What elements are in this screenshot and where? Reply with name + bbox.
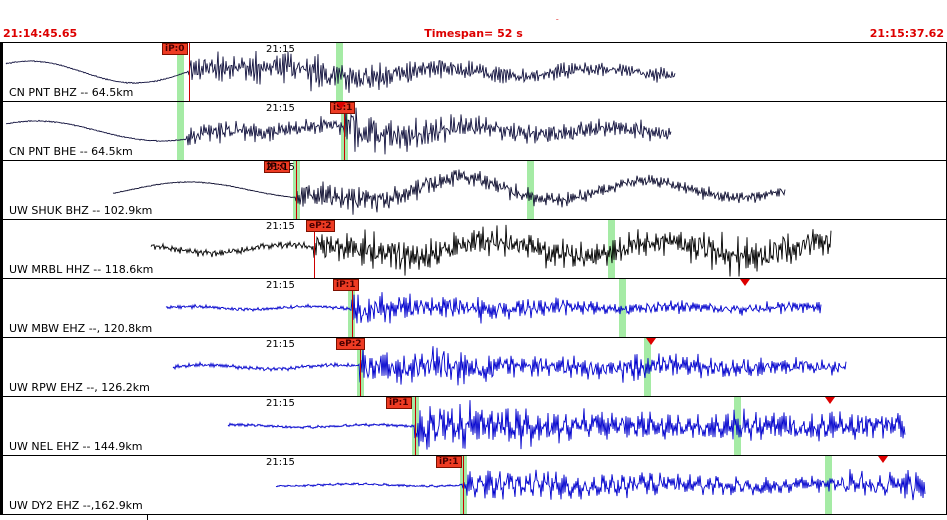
trace-time-label: 21:15 (266, 457, 295, 468)
arrival-window-marker (527, 161, 534, 219)
trace-row-mrbl-hhz[interactable]: 21:15 UW MRBL HHZ -- 118.6km eP:2 (3, 220, 946, 279)
trace-station-label: UW RPW EHZ --, 126.2km (9, 381, 150, 394)
marker-triangle (878, 456, 888, 463)
footer-strip (0, 515, 947, 520)
pick-time-line[interactable] (463, 456, 464, 514)
arrival-window-marker (608, 220, 615, 278)
event-summary-bar: 61223126 UW 2016-10-18 21:14:44.76 49.36… (0, 0, 947, 20)
trace-time-label: 21:15 (266, 162, 295, 173)
trace-station-label: UW MBW EHZ --, 120.8km (9, 322, 153, 335)
pick-time-line[interactable] (360, 338, 361, 396)
trace-station-label: UW MRBL HHZ -- 118.6km (9, 263, 154, 276)
trace-time-label: 21:15 (266, 339, 295, 350)
trace-area[interactable]: 21:15 CN PNT BHZ -- 64.5km iP:0 21:15 CN… (0, 42, 947, 515)
marker-triangle (825, 397, 835, 404)
trace-row-pnt-bhz[interactable]: 21:15 CN PNT BHZ -- 64.5km iP:0 (3, 43, 946, 102)
waveform[interactable] (3, 338, 946, 396)
window-start-time: 21:14:45.65 (3, 27, 78, 40)
trace-row-shuk-bhz[interactable]: 21:15 UW SHUK BHZ -- 102.9km iP:0 (3, 161, 946, 220)
event-summary-text: 61223126 UW 2016-10-18 21:14:44.76 49.36… (21, 17, 936, 20)
trace-time-label: 21:15 (266, 221, 295, 232)
waveform[interactable] (3, 43, 946, 101)
marker-triangle (646, 338, 656, 345)
pick-time-line[interactable] (296, 161, 297, 219)
pick-time-line[interactable] (189, 43, 190, 101)
trace-row-dy2-ehz[interactable]: 21:15 UW DY2 EHZ --,162.9km iP:1 (3, 456, 946, 515)
pick-flag[interactable]: iP:1 (333, 279, 359, 291)
waveform[interactable] (3, 397, 946, 455)
pick-flag[interactable]: iP:0 (264, 161, 290, 173)
marker-triangle (740, 279, 750, 286)
pick-flag[interactable]: eP:2 (336, 338, 365, 350)
pick-flag[interactable]: eP:2 (306, 220, 335, 232)
time-axis-bar: 21:14:45.65 Timespan= 52 s 21:15:37.62 (0, 20, 947, 42)
trace-row-rpw-ehz[interactable]: 21:15 UW RPW EHZ --, 126.2km eP:2 (3, 338, 946, 397)
trace-station-label: UW NEL EHZ -- 144.9km (9, 440, 143, 453)
arrival-window-marker (177, 102, 184, 160)
footer-tick (147, 515, 148, 520)
trace-station-label: CN PNT BHE -- 64.5km (9, 145, 133, 158)
trace-station-label: CN PNT BHZ -- 64.5km (9, 86, 134, 99)
trace-time-label: 21:15 (266, 280, 295, 291)
waveform[interactable] (3, 161, 946, 219)
trace-row-nel-ehz[interactable]: 21:15 UW NEL EHZ -- 144.9km iP:1 (3, 397, 946, 456)
pick-time-line[interactable] (314, 220, 315, 278)
pick-time-line[interactable] (415, 397, 416, 455)
waveform[interactable] (3, 279, 946, 337)
trace-time-label: 21:15 (266, 103, 295, 114)
arrival-window-marker (177, 43, 184, 101)
waveform[interactable] (3, 456, 946, 514)
trace-row-mbw-ehz[interactable]: 21:15 UW MBW EHZ --, 120.8km iP:1 (3, 279, 946, 338)
pick-time-line[interactable] (344, 102, 345, 160)
pick-time-line[interactable] (352, 279, 353, 337)
trace-row-pnt-bhe[interactable]: 21:15 CN PNT BHE -- 64.5km iS:1 (3, 102, 946, 161)
timespan-label: Timespan= 52 s (424, 27, 523, 40)
window-end-time: 21:15:37.62 (869, 27, 944, 40)
marker-triangle (336, 102, 346, 109)
pick-flag[interactable]: iP:1 (436, 456, 462, 468)
trace-time-label: 21:15 (266, 44, 295, 55)
trace-station-label: UW DY2 EHZ --,162.9km (9, 499, 143, 512)
arrival-window-marker (619, 279, 626, 337)
pick-flag[interactable]: iP:1 (386, 397, 412, 409)
pick-flag[interactable]: iP:0 (162, 43, 188, 55)
waveform[interactable] (3, 102, 946, 160)
trace-station-label: UW SHUK BHZ -- 102.9km (9, 204, 153, 217)
waveform[interactable] (3, 220, 946, 278)
trace-time-label: 21:15 (266, 398, 295, 409)
